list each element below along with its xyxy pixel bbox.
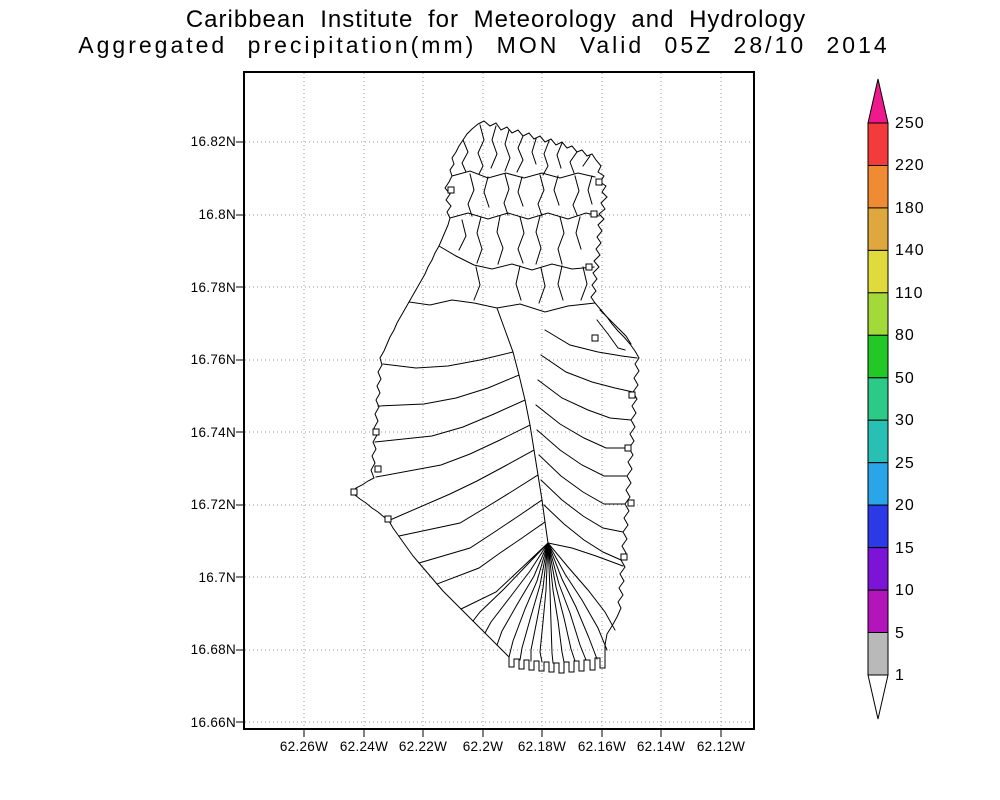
lon-label: 62.12W — [697, 739, 745, 754]
colorbar-segment — [867, 632, 889, 676]
lat-label: 16.68N — [191, 642, 236, 657]
page-title: Caribbean Institute for Meteorology and … — [186, 6, 806, 33]
colorbar-level: 110 — [895, 285, 924, 302]
colorbar-level: 20 — [895, 497, 915, 514]
colorbar-segment — [867, 249, 889, 294]
colorbar-level: 10 — [895, 582, 915, 599]
colorbar-level: 220 — [895, 157, 925, 174]
lat-label: 16.7N — [198, 570, 236, 585]
colorbar-level: 50 — [895, 370, 915, 387]
watershed-fan-south — [460, 542, 616, 664]
lon-label: 62.18W — [518, 739, 566, 754]
lon-label: 62.14W — [637, 739, 685, 754]
colorbar-level: 250 — [895, 115, 925, 132]
page-subtitle: Aggregated precipitation(mm) MON Valid 0… — [78, 32, 889, 58]
lat-label: 16.82N — [191, 134, 236, 149]
colorbar-segment — [867, 419, 889, 464]
colorbar-level: 180 — [895, 200, 925, 217]
colorbar-level: 140 — [895, 242, 925, 259]
watershed-slants-west — [374, 351, 546, 585]
colorbar-level: 1 — [895, 667, 905, 684]
watershed-divides-main — [408, 170, 600, 544]
colorbar-level: 25 — [895, 455, 915, 472]
colorbar-level: 80 — [895, 327, 915, 344]
colorbar-segment — [867, 207, 889, 251]
lon-axis-labels: 62.26W 62.24W 62.22W 62.2W 62.18W 62.16W… — [280, 739, 745, 754]
colorbar-segment — [867, 547, 889, 591]
coastal-station-squares — [350, 178, 636, 561]
lat-label: 16.66N — [191, 715, 236, 730]
lat-axis-labels: 16.82N 16.8N 16.78N 16.76N 16.74N 16.72N… — [191, 134, 236, 730]
colorbar-segment — [867, 462, 889, 506]
colorbar: 250 220 180 140 110 80 50 30 25 20 15 10… — [867, 78, 925, 720]
colorbar-segment — [867, 334, 889, 379]
lat-label: 16.72N — [191, 497, 236, 512]
lat-label: 16.8N — [198, 207, 236, 222]
colorbar-segment — [867, 165, 889, 209]
island-map — [350, 120, 640, 674]
lon-label: 62.26W — [280, 739, 328, 754]
colorbar-labels: 250 220 180 140 110 80 50 30 25 20 15 10… — [895, 115, 925, 684]
lat-label: 16.78N — [191, 280, 236, 295]
colorbar-level: 15 — [895, 540, 915, 557]
island-coastline — [351, 120, 640, 674]
lon-label: 62.16W — [578, 739, 626, 754]
lon-label: 62.22W — [399, 739, 447, 754]
colorbar-segment — [867, 377, 889, 421]
colorbar-segment — [867, 122, 889, 166]
lat-gridlines — [245, 141, 753, 723]
colorbar-arrow-bottom — [867, 674, 889, 720]
lat-ticks — [236, 141, 244, 723]
lon-label: 62.24W — [340, 739, 388, 754]
lon-label: 62.2W — [463, 739, 504, 754]
colorbar-segment — [867, 589, 889, 634]
lon-ticks — [303, 729, 722, 737]
watershed-cells-north — [458, 124, 593, 304]
watershed-slants-east — [535, 309, 638, 567]
lat-label: 16.76N — [191, 352, 236, 367]
lon-gridlines — [303, 73, 722, 728]
colorbar-segment — [867, 292, 889, 336]
colorbar-segment — [867, 504, 889, 549]
colorbar-arrow-top — [867, 78, 889, 124]
lat-label: 16.74N — [191, 425, 236, 440]
colorbar-level: 30 — [895, 412, 915, 429]
colorbar-level: 5 — [895, 625, 905, 642]
plot-frame — [243, 71, 755, 730]
